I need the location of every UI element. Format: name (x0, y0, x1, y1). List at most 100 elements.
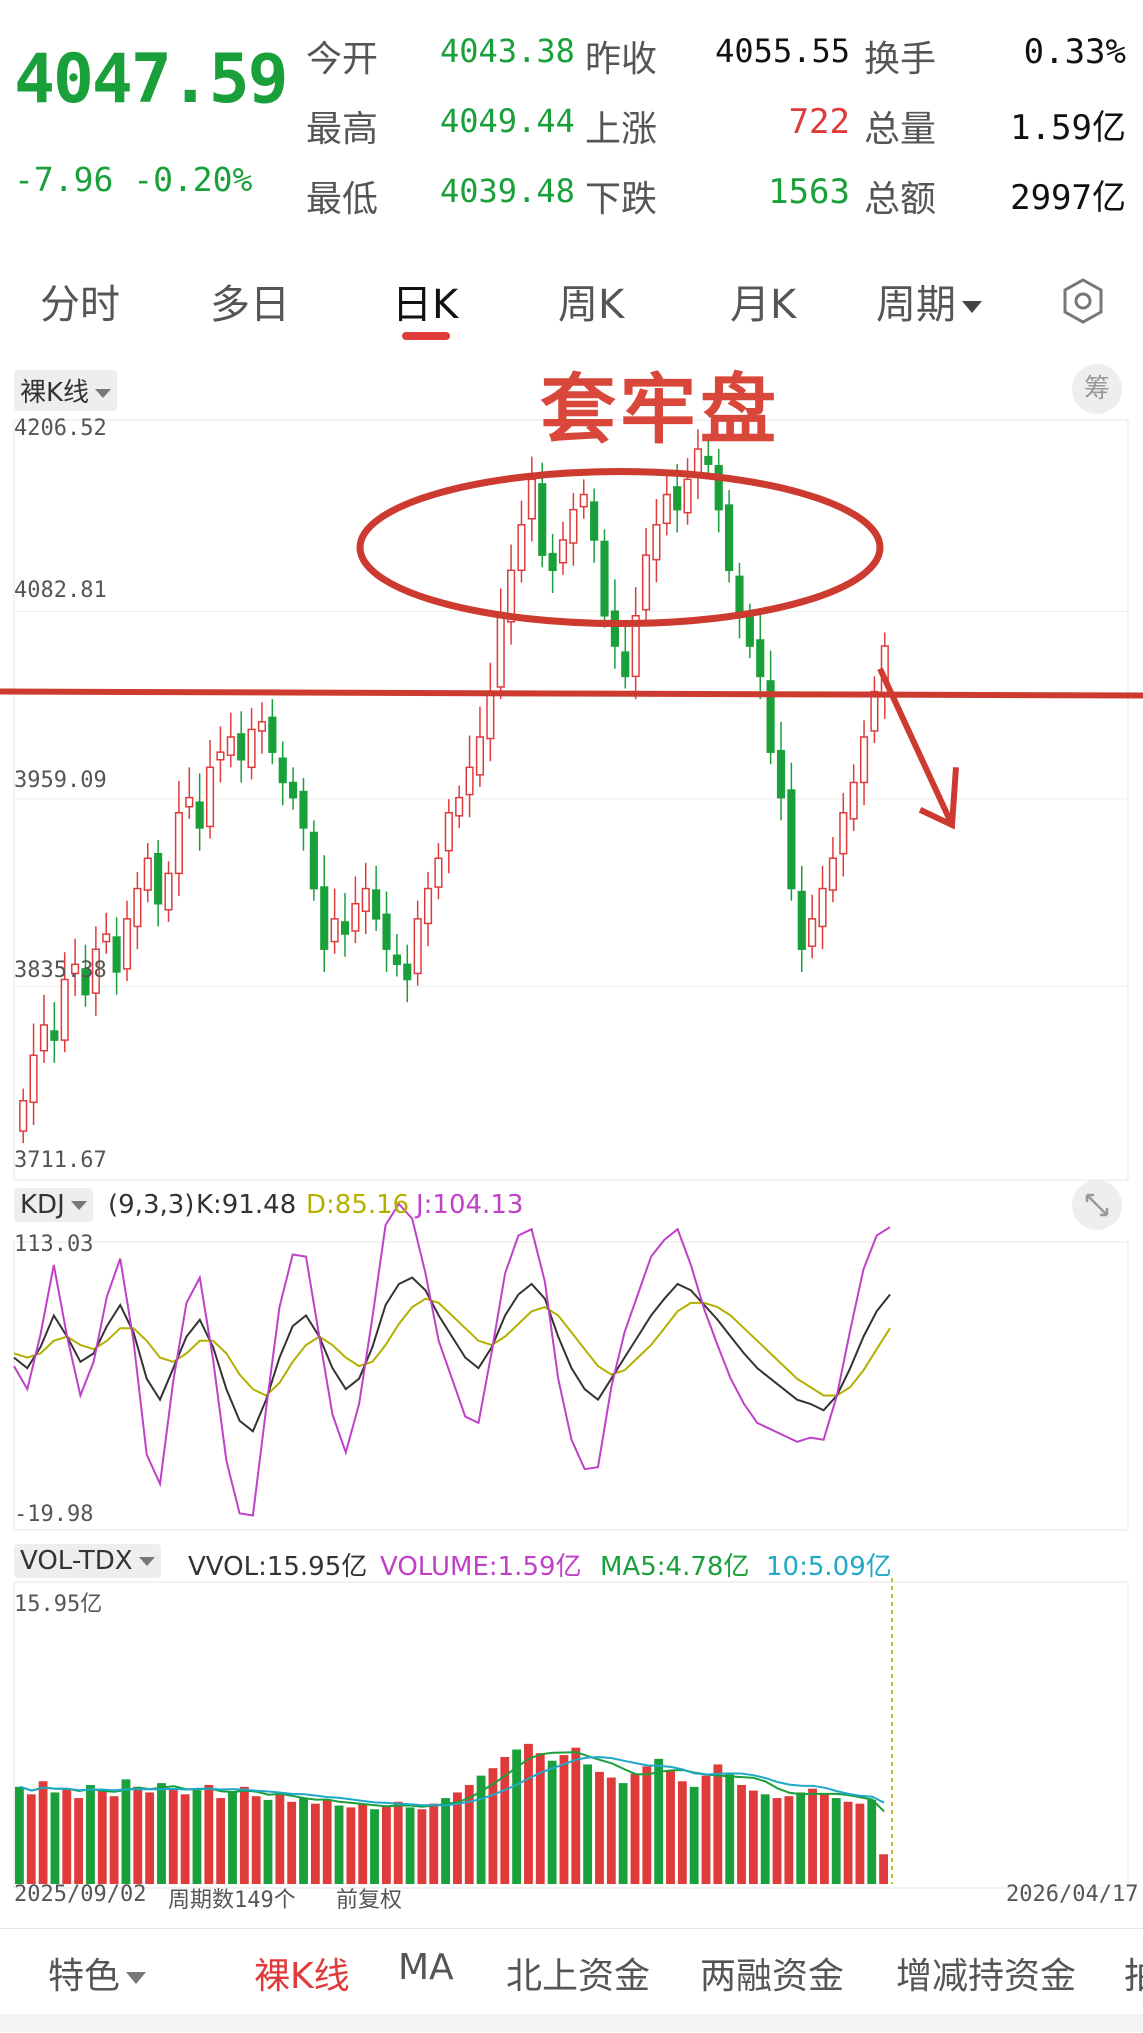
volume-bar (666, 1770, 675, 1884)
volume-bar (441, 1798, 450, 1884)
volume-bar (322, 1799, 332, 1884)
candle-body (164, 872, 173, 911)
candle-body (600, 540, 609, 617)
volume-bar (524, 1743, 533, 1884)
volume-bar (26, 1794, 36, 1884)
tab-special[interactable]: 特色 (48, 1947, 147, 1999)
trapped-zone-ellipse (356, 468, 884, 628)
candle-body (247, 728, 256, 769)
volume-bar (571, 1747, 581, 1884)
tab-multiday[interactable]: 多日 (210, 282, 290, 328)
price-change: -7.96 -0.20% (14, 160, 253, 199)
candle-body (278, 757, 287, 784)
volume-bar (133, 1786, 143, 1884)
volume-bar (855, 1803, 865, 1884)
candle-body (185, 796, 194, 808)
volume-bar (334, 1805, 344, 1884)
volume-bar (405, 1807, 415, 1884)
tab-naked-k[interactable]: 裸K线 (254, 1956, 350, 1997)
tab-period[interactable]: 周期 (876, 272, 982, 330)
volume-bar (453, 1792, 462, 1884)
turnover-value: 0.33% (1023, 32, 1126, 72)
candle-body (423, 887, 433, 925)
down-arrow-shaft (877, 667, 953, 822)
tab-special-label: 特色 (48, 1956, 121, 1997)
hexagon-gear-icon[interactable] (1058, 276, 1108, 326)
candle-body (558, 539, 568, 564)
candle-body (548, 552, 557, 572)
candle-body (455, 796, 464, 817)
candle-body (662, 493, 671, 525)
volume-bar (796, 1792, 806, 1884)
candle-body (392, 954, 401, 966)
volume-bar (121, 1779, 131, 1884)
candle-body (320, 886, 329, 950)
candle-body (299, 790, 308, 829)
candle-body (673, 486, 682, 511)
candle-body (81, 968, 90, 996)
candle-body (652, 524, 661, 561)
vol-ma5-line (19, 1751, 885, 1813)
tab-margin[interactable]: 两融资金 (700, 1956, 845, 1997)
high-value: 4049.44 (440, 102, 575, 140)
candle-body (340, 921, 350, 935)
vol-panel-frame (13, 1581, 1129, 1889)
ma10-value: 10:5.09亿 (766, 1552, 892, 1582)
candle-body (818, 887, 827, 928)
volume-value: VOLUME:1.59亿 (380, 1552, 582, 1582)
candle-body (714, 464, 723, 511)
kdj-d-line (13, 1297, 891, 1397)
candle-body (590, 501, 599, 541)
chart-canvas[interactable] (0, 356, 1143, 1922)
tab-holdings-change[interactable]: 增减持资金 (896, 1956, 1077, 1997)
volume-bar (606, 1777, 616, 1884)
candle-body (766, 680, 775, 753)
volume-value: 1.59亿 (1010, 108, 1126, 148)
price-panel-frame (13, 419, 1129, 1181)
vol-selector[interactable]: VOL-TDX (14, 1544, 161, 1578)
tab-northbound[interactable]: 北上资金 (506, 1956, 651, 1997)
volume-bar (748, 1790, 758, 1884)
kdj-panel-frame (13, 1241, 1129, 1531)
volume-bar (417, 1809, 427, 1884)
end-date: 2026/04/17 (1006, 1882, 1139, 1907)
resistance-line (0, 688, 1143, 699)
kdj-selector[interactable]: KDJ (14, 1188, 93, 1222)
candle-body (870, 690, 879, 732)
chip-distribution-button[interactable]: 筹 (1072, 364, 1122, 414)
volume-bar (275, 1794, 285, 1884)
y-tick-label: 3711.67 (14, 1148, 107, 1173)
volume-bar (583, 1764, 593, 1884)
candle-body (849, 781, 858, 820)
tab-intraday[interactable]: 分时 (40, 282, 120, 328)
volume-bar (429, 1803, 439, 1884)
tab-monthly-k[interactable]: 月K (730, 282, 797, 328)
volume-bar (595, 1771, 604, 1884)
volume-bar (74, 1798, 84, 1884)
volume-bar (38, 1781, 48, 1884)
candle-body (403, 963, 412, 981)
volume-label: 总量 (864, 109, 937, 150)
volume-bar (86, 1784, 95, 1884)
volume-bar (370, 1809, 379, 1884)
tab-daily-k[interactable]: 日K (392, 282, 459, 328)
volume-bar (772, 1798, 782, 1884)
candle-body (91, 948, 100, 994)
candle-body (859, 736, 869, 784)
tab-weekly-k[interactable]: 周K (558, 282, 625, 328)
expand-icon[interactable] (1072, 1180, 1122, 1230)
kline-mode-selector[interactable]: 裸K线 (14, 370, 118, 411)
candle-body (787, 789, 796, 890)
volume-bar (760, 1794, 770, 1884)
tab-ma[interactable]: MA (398, 1947, 454, 1988)
candle-body (268, 716, 277, 753)
candle-body (143, 857, 152, 891)
volume-bar (310, 1803, 320, 1884)
candle-body (133, 887, 142, 928)
low-label: 最低 (306, 179, 379, 220)
volume-bar (559, 1755, 569, 1884)
tab-overflow[interactable]: 拍 (1124, 1956, 1143, 1997)
advancers-label: 上涨 (585, 109, 658, 150)
volume-bar (843, 1801, 853, 1884)
volume-bar (512, 1749, 522, 1884)
